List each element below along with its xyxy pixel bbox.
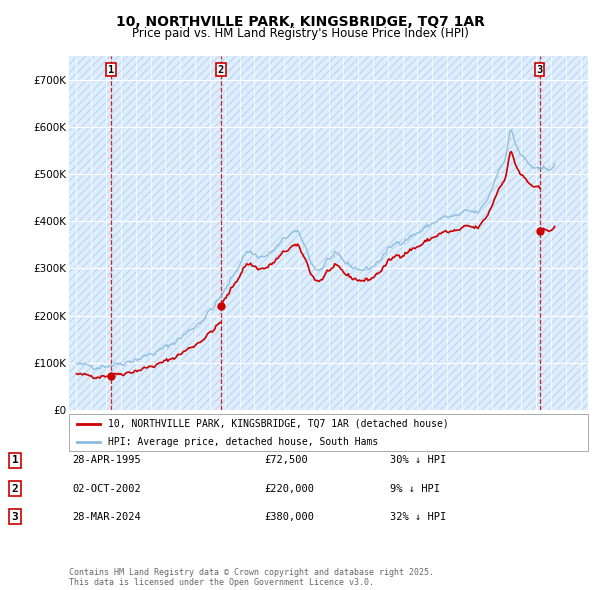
Text: 10, NORTHVILLE PARK, KINGSBRIDGE, TQ7 1AR (detached house): 10, NORTHVILLE PARK, KINGSBRIDGE, TQ7 1A…	[108, 419, 449, 429]
Text: 28-APR-1995: 28-APR-1995	[72, 455, 141, 465]
Text: Price paid vs. HM Land Registry's House Price Index (HPI): Price paid vs. HM Land Registry's House …	[131, 27, 469, 40]
Text: £380,000: £380,000	[264, 512, 314, 522]
Text: HPI: Average price, detached house, South Hams: HPI: Average price, detached house, Sout…	[108, 437, 378, 447]
Text: Contains HM Land Registry data © Crown copyright and database right 2025.
This d: Contains HM Land Registry data © Crown c…	[69, 568, 434, 587]
Text: 28-MAR-2024: 28-MAR-2024	[72, 512, 141, 522]
Text: 9% ↓ HPI: 9% ↓ HPI	[390, 484, 440, 493]
Text: £72,500: £72,500	[264, 455, 308, 465]
Text: 1: 1	[11, 455, 19, 465]
Text: 02-OCT-2002: 02-OCT-2002	[72, 484, 141, 493]
Text: 2: 2	[218, 65, 224, 75]
Text: 3: 3	[11, 512, 19, 522]
Text: 2: 2	[11, 484, 19, 493]
Text: 1: 1	[108, 65, 114, 75]
Text: £220,000: £220,000	[264, 484, 314, 493]
Text: 10, NORTHVILLE PARK, KINGSBRIDGE, TQ7 1AR: 10, NORTHVILLE PARK, KINGSBRIDGE, TQ7 1A…	[116, 15, 484, 30]
Text: 32% ↓ HPI: 32% ↓ HPI	[390, 512, 446, 522]
Text: 3: 3	[536, 65, 543, 75]
Text: 30% ↓ HPI: 30% ↓ HPI	[390, 455, 446, 465]
